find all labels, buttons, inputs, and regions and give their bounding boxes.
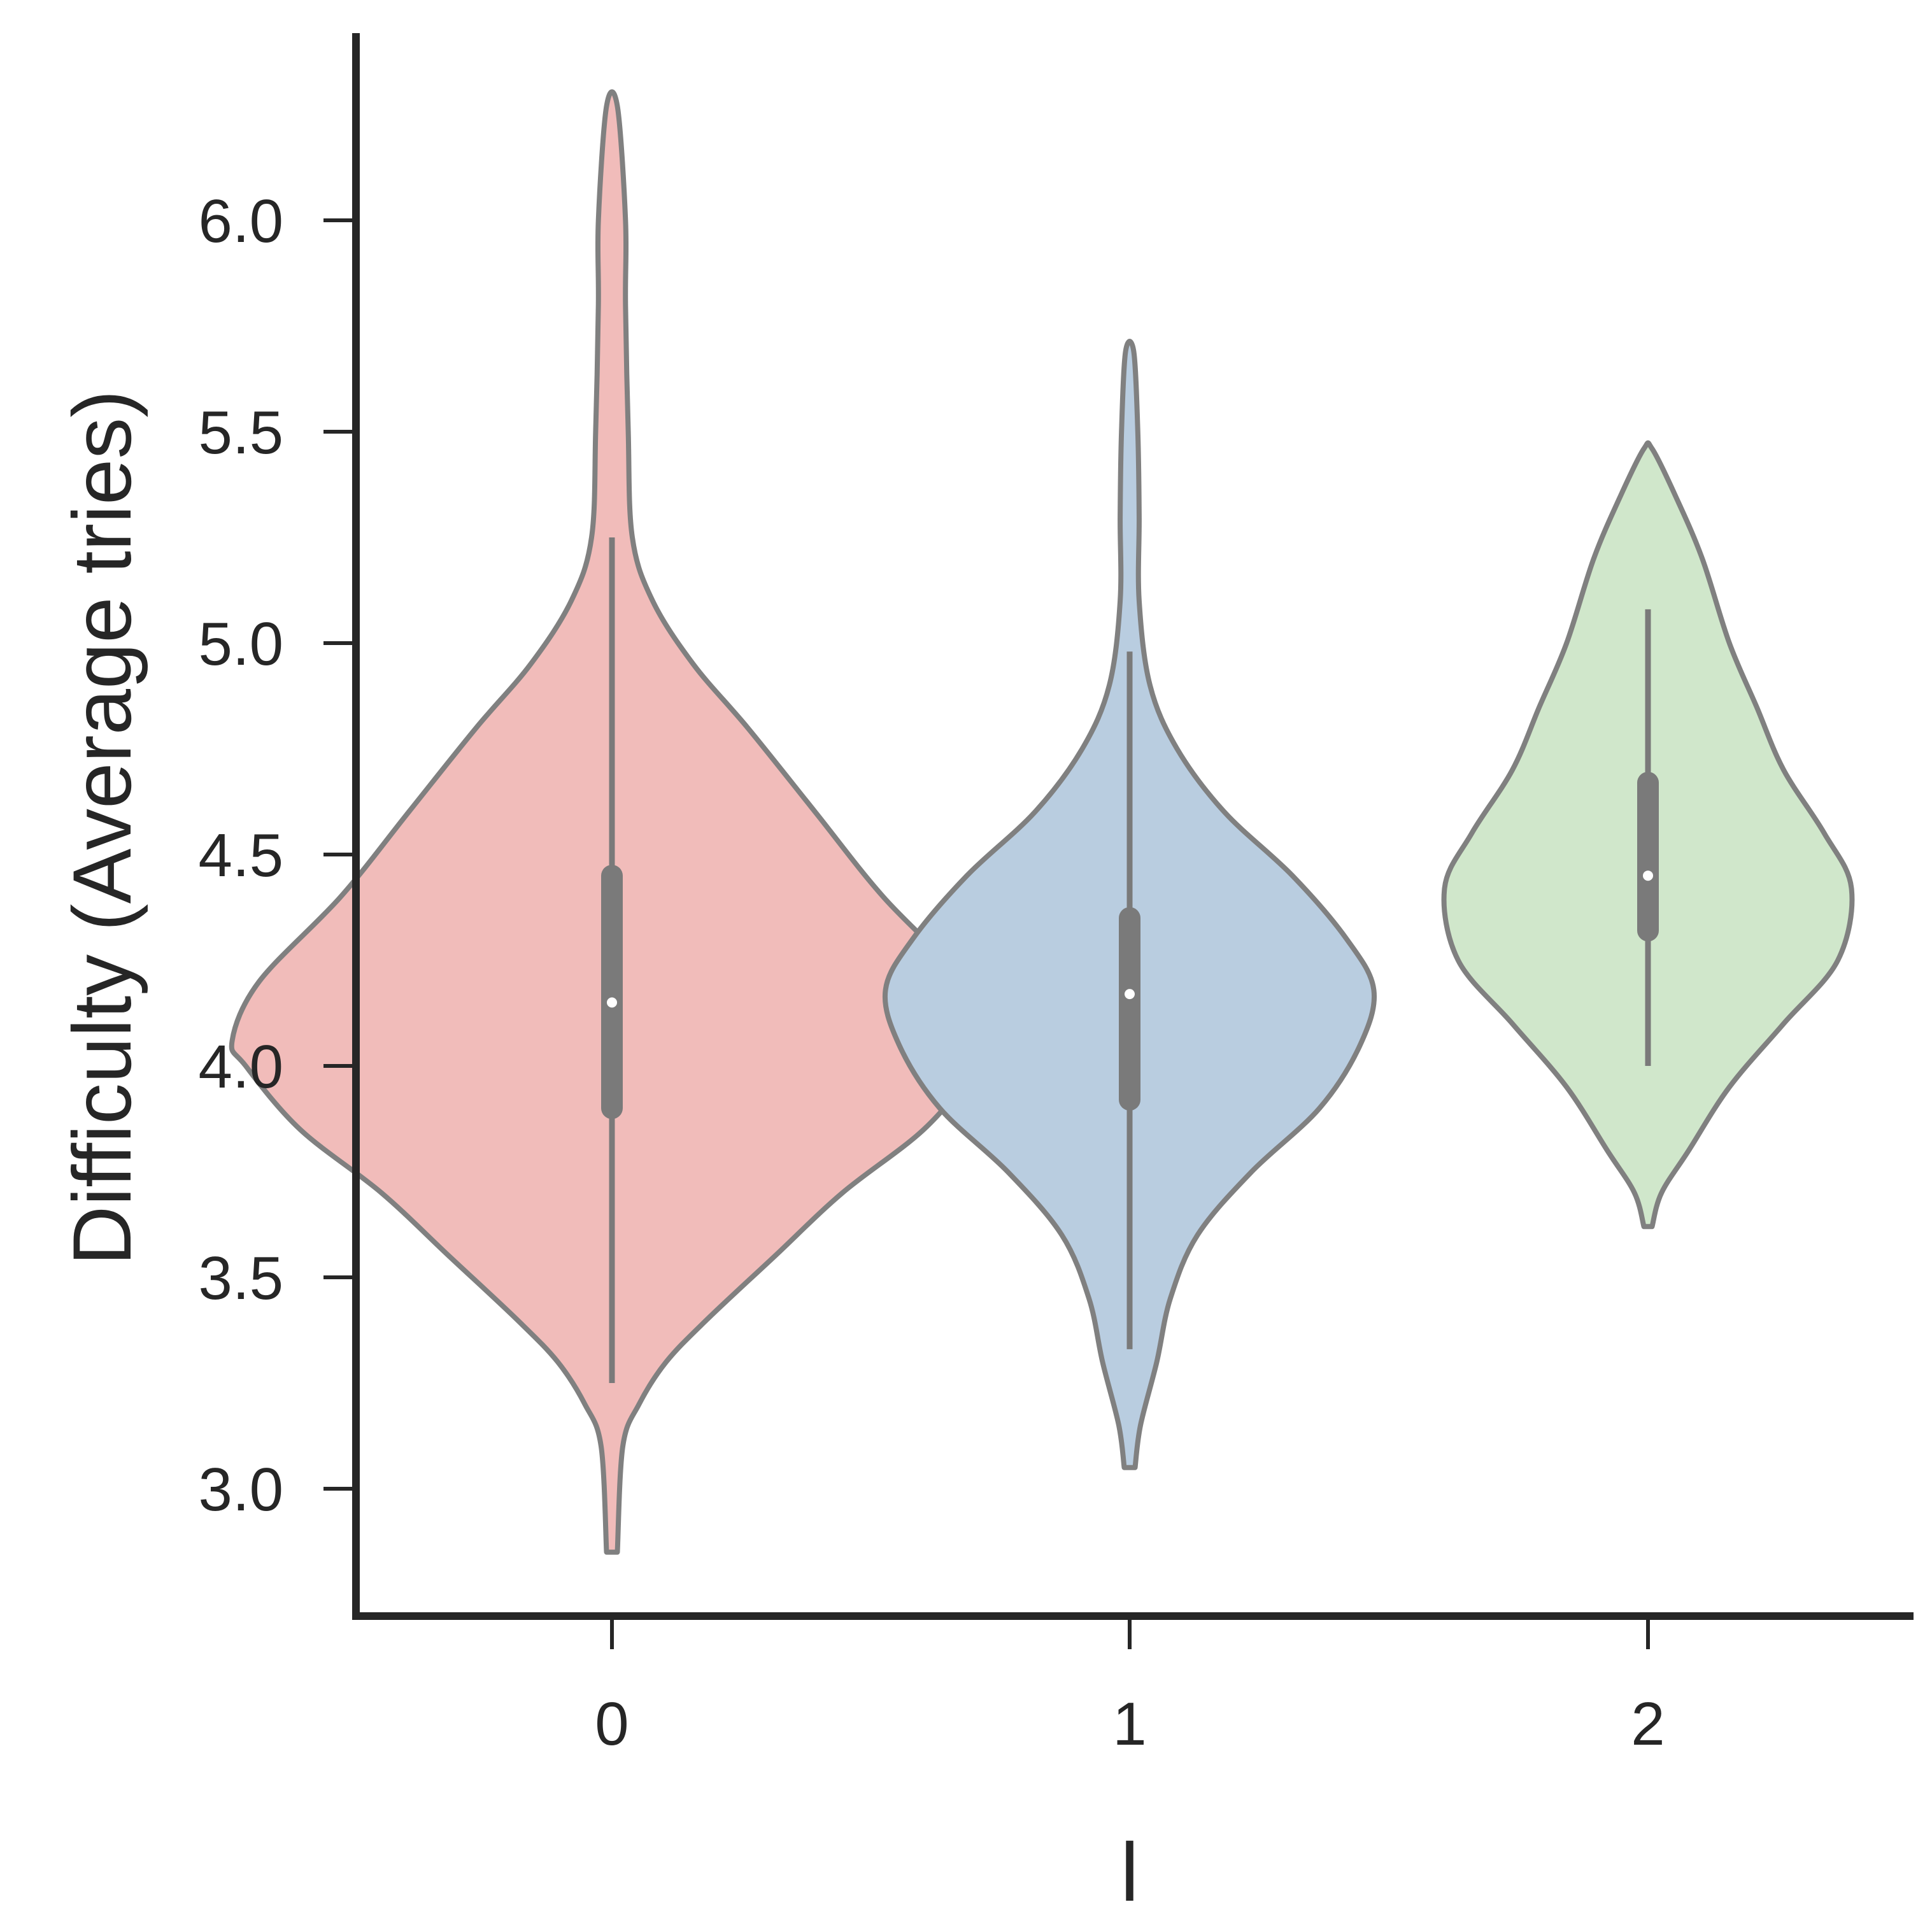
x-tick-label: 1 bbox=[1112, 1690, 1146, 1758]
axes-layer bbox=[352, 33, 1914, 1620]
violin-median-2 bbox=[1643, 870, 1653, 881]
y-axis-label: Difficulty (Average tries) bbox=[55, 390, 148, 1265]
x-tick-label: 2 bbox=[1631, 1690, 1665, 1758]
x-ticks: 0 1 2 bbox=[595, 1620, 1665, 1758]
violin-median-1 bbox=[1125, 989, 1135, 1000]
y-tick-label: 4.0 bbox=[199, 1033, 283, 1101]
y-tick-label: 3.5 bbox=[199, 1244, 283, 1312]
violin-median-0 bbox=[607, 997, 617, 1008]
y-tick-label: 4.5 bbox=[199, 821, 283, 890]
y-tick-label: 6.0 bbox=[199, 187, 283, 255]
x-axis-label: l bbox=[1121, 1826, 1139, 1919]
y-tick-label: 3.0 bbox=[199, 1456, 283, 1524]
y-tick-label: 5.5 bbox=[199, 399, 283, 467]
y-tick-label: 5.0 bbox=[199, 610, 283, 678]
violins-layer bbox=[229, 89, 1855, 1555]
x-tick-label: 0 bbox=[595, 1690, 629, 1758]
y-ticks: 3.0 3.5 4.0 4.5 5.0 5.5 6.0 bbox=[199, 187, 352, 1524]
